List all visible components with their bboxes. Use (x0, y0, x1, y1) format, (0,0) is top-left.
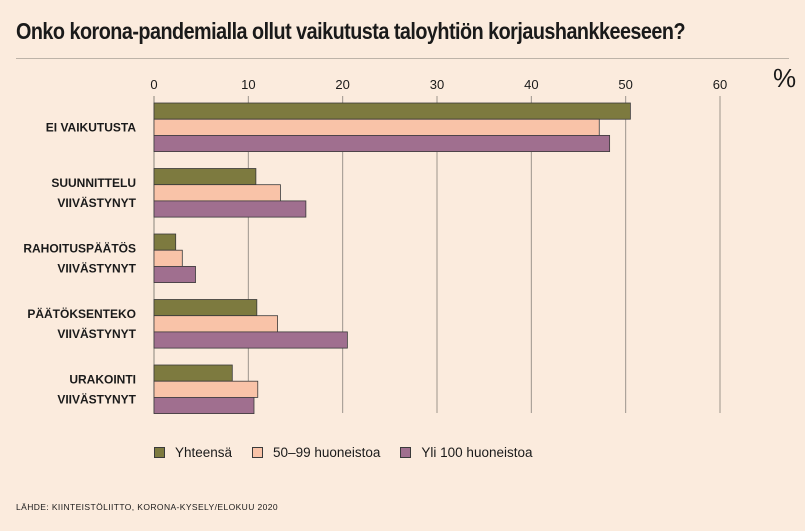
bar (153, 233, 177, 251)
legend: Yhteensä 50–99 huoneistoa Yli 100 huonei… (154, 445, 533, 460)
category-label: VIIVÄSTYNYT (57, 326, 136, 341)
bar (153, 249, 183, 267)
tick-label: 30 (430, 77, 444, 92)
tick-label: 60 (713, 77, 727, 92)
legend-swatch (154, 447, 165, 458)
bar (153, 134, 611, 152)
bar (153, 396, 255, 414)
chart-title: Onko korona-pandemialla ollut vaikutusta… (16, 18, 686, 44)
bar (153, 200, 307, 218)
legend-swatch (252, 447, 264, 458)
bar (153, 315, 278, 333)
title-divider (16, 58, 789, 59)
bar (153, 265, 196, 283)
bar (153, 102, 631, 120)
unit-label: % (773, 63, 797, 93)
bar (153, 380, 259, 398)
bar (153, 331, 348, 349)
bar (153, 299, 258, 317)
tick-label: 40 (524, 77, 538, 92)
category-label: EI VAIKUTUSTA (46, 120, 137, 134)
tick-label: 20 (335, 77, 349, 92)
category-label: VIIVÄSTYNYT (57, 195, 136, 210)
category-label: VIIVÄSTYNYT (57, 260, 136, 275)
bar (153, 184, 281, 202)
legend-swatch (400, 447, 412, 458)
legend-label: Yhteensä (175, 445, 233, 460)
legend-item-yhteensa: Yhteensä (154, 445, 232, 460)
category-label: SUUNNITTELU (51, 176, 136, 190)
source-note: LÄHDE: KIINTEISTÖLIITTO, KORONA-KYSELY/E… (16, 502, 279, 512)
tick-label: 50 (618, 77, 632, 92)
tick-label: 10 (241, 77, 255, 92)
legend-item-50-99: 50–99 huoneistoa (252, 445, 380, 460)
bar (153, 168, 257, 186)
bar (153, 364, 233, 382)
bar (153, 118, 600, 136)
category-label: URAKOINTI (69, 372, 136, 386)
category-label: PÄÄTÖKSENTEKO (27, 306, 136, 321)
legend-label: 50–99 huoneistoa (273, 445, 381, 460)
category-label: RAHOITUSPÄÄTÖS (23, 240, 136, 255)
legend-item-yli-100: Yli 100 huoneistoa (400, 445, 533, 460)
category-label: VIIVÄSTYNYT (57, 391, 136, 406)
legend-label: Yli 100 huoneistoa (421, 445, 533, 460)
tick-label: 0 (150, 77, 157, 92)
